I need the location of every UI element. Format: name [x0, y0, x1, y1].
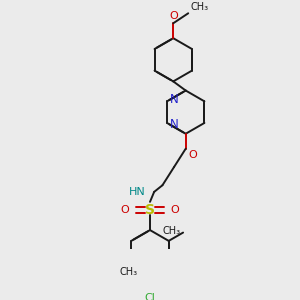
- Text: CH₃: CH₃: [163, 226, 181, 236]
- Text: O: O: [121, 205, 129, 215]
- Text: O: O: [169, 11, 178, 21]
- Text: HN: HN: [129, 187, 146, 197]
- Text: N: N: [170, 118, 179, 131]
- Text: O: O: [171, 205, 179, 215]
- Text: S: S: [145, 203, 155, 217]
- Text: CH₃: CH₃: [191, 2, 209, 12]
- Text: O: O: [188, 150, 197, 160]
- Text: CH₃: CH₃: [119, 267, 137, 277]
- Text: N: N: [170, 93, 179, 106]
- Text: Cl: Cl: [145, 293, 155, 300]
